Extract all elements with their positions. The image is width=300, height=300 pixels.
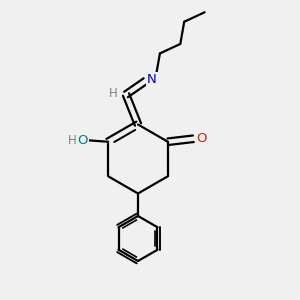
- Text: N: N: [147, 73, 157, 86]
- Text: H: H: [68, 134, 77, 147]
- Text: O: O: [196, 132, 207, 145]
- Text: H: H: [109, 86, 118, 100]
- Text: O: O: [77, 134, 88, 147]
